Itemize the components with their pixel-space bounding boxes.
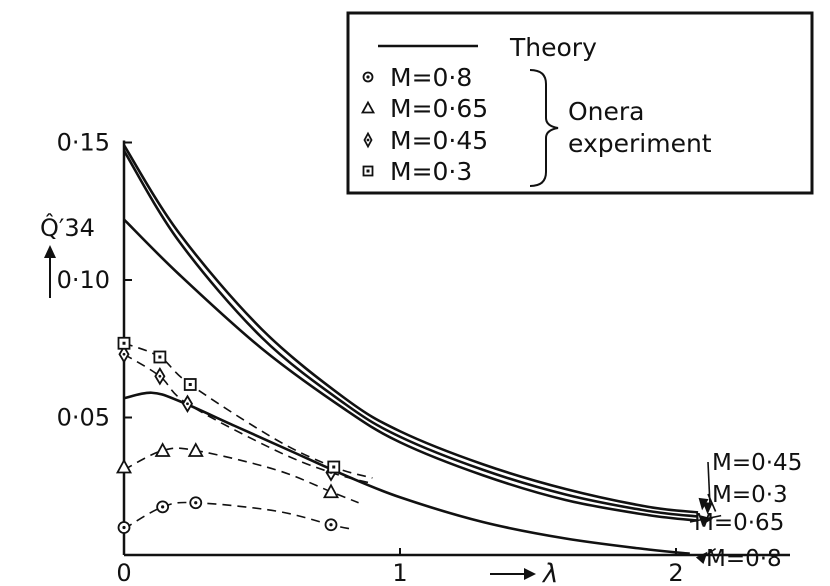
legend-theory-label: Theory [509, 33, 597, 62]
theory-line [123, 218, 699, 522]
legend-entry-label: M=0·8 [390, 63, 472, 92]
diamond-marker-dot [186, 402, 189, 406]
axis-labels: λ Q̂′34 [40, 214, 558, 586]
markers [115, 336, 341, 534]
circle-marker-dot [122, 525, 126, 530]
annotation-label: M=0·8 [706, 546, 782, 572]
y-tick-label: 0·15 [57, 129, 110, 157]
legend-entry-label: M=0·45 [390, 126, 488, 155]
y-tick-label: 0·10 [57, 266, 110, 294]
annotation-label: M=0·45 [712, 450, 802, 476]
annotation-label: M=0·65 [694, 510, 784, 536]
circle-marker-dot [194, 501, 198, 505]
y-tick-label: 0·05 [57, 404, 110, 432]
annotations: M=0·45 M=0·3M=0·65 M=0·8 [689, 450, 802, 572]
circle-marker-dot [329, 523, 333, 527]
square-marker-dot [188, 383, 192, 386]
triangle-marker [322, 483, 340, 499]
theory-line [122, 144, 699, 514]
triangle-marker [360, 100, 376, 114]
legend-entry-label: M=0·3 [390, 157, 472, 186]
square-marker-dot [332, 465, 336, 469]
theory-line [122, 150, 699, 518]
annotation-arrowhead [695, 551, 708, 564]
x-tick-label: 0 [116, 559, 131, 586]
triangle-marker [115, 458, 133, 474]
x-axis-label: λ [541, 559, 558, 586]
x-tick-label: 2 [668, 559, 683, 586]
diamond-marker-dot [122, 352, 126, 356]
annotation-label: M=0·3 [712, 482, 788, 508]
square-marker-dot [122, 341, 126, 345]
y-label-arrowhead [44, 245, 56, 258]
experiment-trend-line [123, 342, 373, 479]
theory-lines [122, 144, 699, 555]
theory-line [123, 391, 690, 555]
annotation-arrowhead [700, 515, 714, 526]
legend-brace [529, 69, 559, 187]
diamond-marker-dot [366, 138, 370, 142]
legend-markers [360, 71, 376, 177]
x-label-arrowhead [524, 568, 536, 580]
annotation-arrowhead [702, 502, 713, 515]
triangle-marker [154, 442, 171, 457]
square-marker-dot [158, 355, 162, 359]
square-marker-dot [366, 169, 370, 173]
legend-entry-label: M=0·65 [390, 94, 488, 123]
circle-marker-dot [161, 505, 165, 509]
diamond-marker-dot [158, 374, 162, 378]
x-tick-label: 1 [392, 559, 407, 586]
legend-group-label-experiment: experiment [568, 129, 712, 158]
y-axis-label: Q̂′34 [40, 214, 95, 242]
triangle-marker [187, 442, 204, 457]
legend-group-label-onera: Onera [568, 97, 645, 126]
axes: 0 1 2 0·05 0·10 0·15 [44, 129, 790, 586]
circle-marker-dot [366, 75, 370, 79]
legend-box [346, 11, 814, 195]
legend: Theory M=0·8 M=0·65 M=0·45 M=0·3 Onera e… [346, 11, 814, 195]
annotation-leader [707, 461, 711, 508]
